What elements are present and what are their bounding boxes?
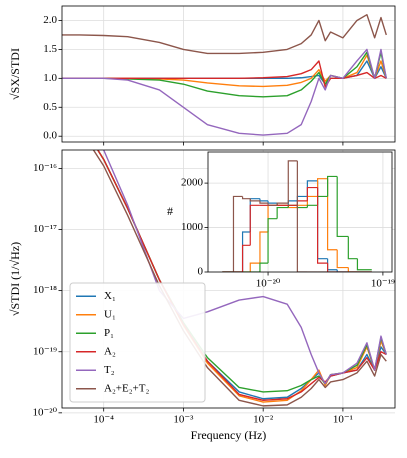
histogram-step [306,186,318,201]
histogram-step [241,244,251,272]
y-tick-label: 10⁻¹⁸ [33,284,57,296]
y-tick-label: 2000 [181,177,204,189]
histogram-step [336,176,349,238]
histogram-step [259,200,269,204]
x-tick-label: 10⁻¹ [333,414,353,426]
histogram-step [249,198,260,202]
y-tick-label: 1.5 [43,43,57,55]
line-series [62,51,387,98]
x-tick-label: 10⁻² [253,414,274,426]
plot-area [62,13,387,136]
plot-area [92,150,387,407]
histogram-step [241,196,251,200]
x-tick-label: 10⁻³ [173,414,194,426]
x-tick-label: 10⁻¹⁹ [371,278,395,290]
histogram-step [296,160,308,272]
axes-frame [207,151,393,273]
y-tick-label: 10⁻²⁰ [32,406,57,418]
y-tick-label: 0.0 [43,130,57,142]
line-series [102,150,387,385]
line-series [62,48,387,136]
line-series [92,150,387,407]
histogram-step [336,249,349,269]
legend-label: U₁ [104,308,116,320]
histogram-step [327,175,338,197]
y-axis-label: √STDI (1/√Hz) [8,242,22,316]
y-tick-label: 0.5 [43,101,57,113]
line-series [62,60,387,88]
histogram-step [306,204,318,208]
histogram-step [259,231,269,264]
inset-background [208,152,392,272]
axes-frame [61,5,396,143]
y-tick-label: 0 [198,266,204,278]
y-tick-label: 1.0 [43,72,57,84]
legend-label: A₂+E₂+T₂ [104,382,149,394]
legend-label: P₁ [104,327,114,339]
line-series [62,60,387,85]
y-tick-label: 2.0 [43,14,57,26]
histogram-step [276,206,289,219]
legend-label: T₂ [104,364,115,376]
histogram-step [356,258,372,271]
histogram-step [327,263,338,272]
histogram-step [347,236,358,260]
histogram-step [232,195,243,272]
x-tick-label: 10⁻²⁰ [256,278,281,290]
x-axis-label: Frequency (Hz) [191,428,267,442]
histogram-step [276,202,289,206]
line-series [62,54,387,88]
y-axis-label: # [167,204,173,218]
histogram-step [317,187,328,264]
legend-box [69,282,206,403]
y-tick-label: 10⁻¹⁹ [33,345,57,357]
y-tick-label: 1000 [181,221,204,233]
legend-label: X₁ [104,290,116,302]
legend: X₁ U₁ P₁ A₂ T₂ A₂+E₂+T₂ [69,282,206,403]
histogram-step [267,203,278,206]
line-series [62,13,387,55]
histogram-step [259,262,269,272]
y-tick-label: 10⁻¹⁷ [33,223,57,235]
y-tick-label: 10⁻¹⁶ [33,162,57,174]
histogram-step [287,160,298,204]
y-axis-label: √SX/STDI [8,48,22,100]
histogram-step [347,267,358,272]
axes-frame [61,149,396,409]
histogram-step [249,204,260,246]
histogram-step [336,269,349,272]
histogram-step [327,178,338,251]
plot-area [222,160,372,272]
histogram-step [267,218,278,264]
legend-label: A₂ [104,345,116,357]
histogram-step [249,262,260,272]
x-tick-label: 10⁻⁴ [93,414,114,426]
